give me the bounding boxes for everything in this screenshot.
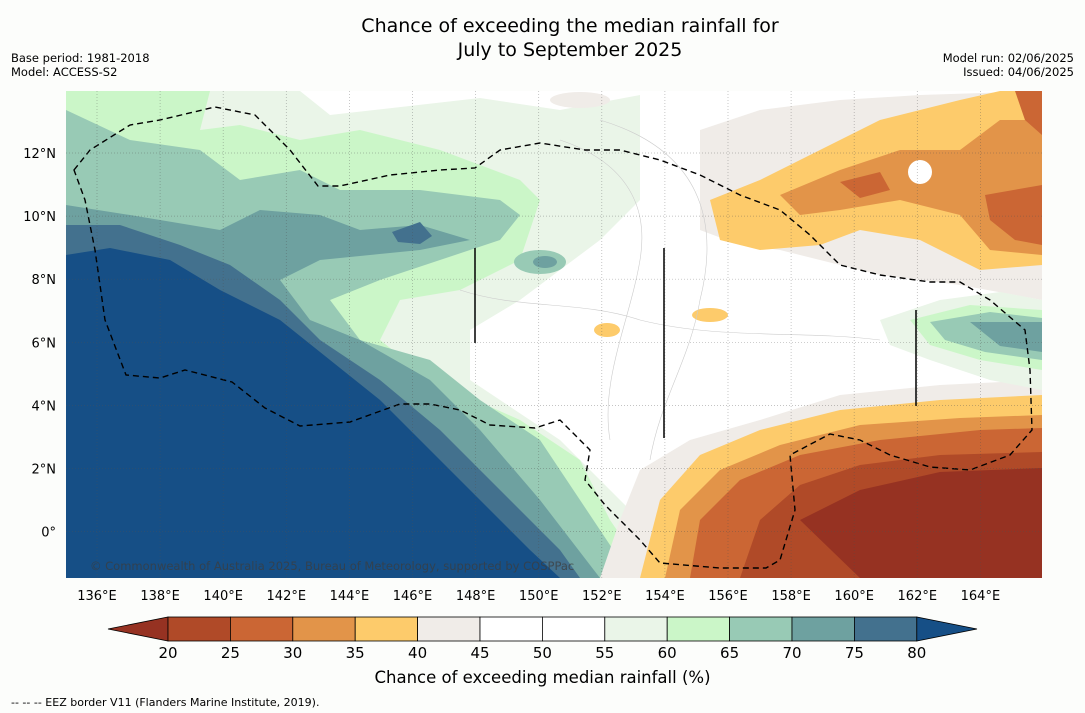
contour-spot-b — [692, 308, 728, 322]
latitude-label: 10°N — [23, 210, 56, 225]
contour-line-b — [599, 119, 708, 461]
contour-30-35-north — [780, 120, 1042, 255]
issued-date: Issued: 04/06/2025 — [963, 65, 1074, 79]
model-name: Model: ACCESS-S2 — [11, 65, 118, 79]
latitude-label: 4°N — [32, 399, 57, 414]
contour-spot-a — [594, 323, 620, 337]
colorbar-tick-label: 45 — [470, 644, 489, 662]
longitude-label: 152°E — [582, 589, 622, 604]
longitude-label: 144°E — [330, 589, 370, 604]
longitude-labels: 136°E 138°E 140°E 142°E 144°E 146°E 148°E 150°E… — [77, 589, 1000, 604]
colorbar-swatch — [854, 616, 918, 642]
latitude-label: 2°N — [32, 463, 57, 478]
colorbar-swatch — [417, 616, 481, 642]
colorbar-tick-label: 50 — [533, 644, 552, 662]
longitude-label: 138°E — [140, 589, 180, 604]
map-contours — [66, 91, 1042, 578]
colorbar-swatch — [167, 616, 231, 642]
longitude-label: 154°E — [645, 589, 685, 604]
longitude-label: 162°E — [898, 589, 938, 604]
model-run-date: Model run: 02/06/2025 — [942, 51, 1074, 65]
title-line-2: July to September 2025 — [457, 39, 683, 61]
run-info: Model run: 02/06/2025 Issued: 04/06/2025 — [943, 51, 1074, 79]
longitude-label: 136°E — [77, 589, 117, 604]
colorbar-swatch — [229, 616, 294, 642]
eez-footnote: -- -- -- EEZ border V11 (Flanders Marine… — [11, 696, 320, 709]
colorbar-tick-label: 20 — [158, 644, 177, 662]
colorbar-tick-label: 65 — [720, 644, 739, 662]
colorbar-tick-label: 60 — [658, 644, 677, 662]
longitude-label: 160°E — [834, 589, 874, 604]
longitude-label: 156°E — [708, 589, 748, 604]
contour-spot-c — [550, 92, 610, 108]
colorbar-tick-label: 35 — [346, 644, 365, 662]
colorbar-swatches — [107, 616, 978, 642]
colorbar-tick-label: 30 — [283, 644, 302, 662]
longitude-label: 158°E — [771, 589, 811, 604]
colorbar-tick-label: 40 — [408, 644, 427, 662]
colorbar-tick-label: 70 — [782, 644, 801, 662]
colorbar-swatch — [791, 616, 855, 642]
contour-hole — [908, 160, 932, 184]
longitude-label: 142°E — [267, 589, 307, 604]
base-period: Base period: 1981-2018 — [11, 51, 150, 65]
latitude-label: 0° — [41, 526, 56, 541]
longitude-label: 146°E — [393, 589, 433, 604]
colorbar-swatch — [666, 616, 731, 642]
latitude-label: 6°N — [32, 336, 57, 351]
colorbar-tick-label: 75 — [845, 644, 864, 662]
title-line-1: Chance of exceeding the median rainfall … — [361, 15, 779, 37]
model-info: Base period: 1981-2018 Model: ACCESS-S2 — [11, 51, 150, 79]
longitude-label: 140°E — [203, 589, 243, 604]
colorbar-swatch — [729, 616, 793, 642]
colorbar-swatch — [292, 616, 356, 642]
colorbar-swatch — [479, 616, 543, 642]
contour-25-30-north-c — [1015, 91, 1042, 135]
copyright-notice: © Commonwealth of Australia 2025, Bureau… — [90, 559, 575, 573]
longitude-label: 150°E — [519, 589, 559, 604]
graticule — [66, 91, 1042, 578]
colorbar-title: Chance of exceeding median rainfall (%) — [374, 668, 711, 687]
longitude-label: 148°E — [456, 589, 496, 604]
map-title: Chance of exceeding the median rainfall … — [0, 14, 1085, 62]
colorbar-extend-low — [107, 616, 169, 642]
colorbar-ticks: 20 25 30 35 40 45 50 55 60 65 70 75 80 — [158, 644, 926, 662]
contour-below-20-south — [800, 468, 1042, 578]
contour-25-30-north-a — [840, 172, 890, 198]
colorbar-swatch — [542, 616, 606, 642]
longitude-label: 164°E — [961, 589, 1001, 604]
colorbar-tick-label: 55 — [595, 644, 614, 662]
contour-above-80 — [66, 248, 560, 578]
colorbar-extend-high — [916, 616, 978, 642]
colorbar-tick-label: 25 — [221, 644, 240, 662]
eez-border — [73, 106, 1033, 569]
colorbar-swatch — [354, 616, 419, 642]
contour-patch-center-core — [533, 256, 557, 268]
contour-patch-north — [392, 222, 432, 244]
latitude-label: 8°N — [32, 273, 57, 288]
colorbar-tick-label: 80 — [907, 644, 926, 662]
colorbar-swatch — [604, 616, 668, 642]
latitude-label: 12°N — [23, 147, 56, 162]
contour-line-a — [559, 139, 643, 441]
contour-25-30-north-b — [985, 185, 1042, 245]
contour-line-c — [459, 289, 881, 341]
latitude-labels: 12°N 10°N 8°N 6°N 4°N 2°N 0° — [23, 147, 56, 541]
